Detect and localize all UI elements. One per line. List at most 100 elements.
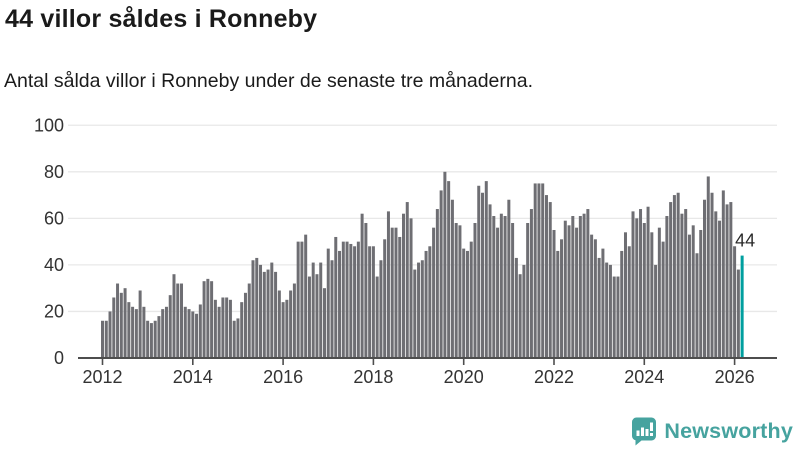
bar xyxy=(243,292,247,358)
bar xyxy=(439,190,443,358)
bar xyxy=(578,216,582,358)
bar xyxy=(710,192,714,358)
bar xyxy=(326,248,330,358)
bar xyxy=(379,260,383,359)
bar xyxy=(360,213,364,358)
bar xyxy=(345,241,349,359)
bar xyxy=(368,246,372,358)
bar xyxy=(665,216,669,358)
bar xyxy=(311,262,315,358)
bar xyxy=(499,213,503,358)
bar xyxy=(721,190,725,358)
bar xyxy=(187,309,191,358)
bar xyxy=(544,195,548,358)
bar xyxy=(623,232,627,358)
bar xyxy=(251,260,255,359)
bar xyxy=(202,281,206,358)
bar xyxy=(300,241,304,359)
bar xyxy=(334,236,338,358)
bar xyxy=(560,239,564,358)
bar xyxy=(699,229,703,358)
bar xyxy=(488,204,492,358)
bar xyxy=(409,218,413,358)
bar xyxy=(402,213,405,358)
bar xyxy=(522,264,526,358)
bar xyxy=(586,209,590,358)
bar xyxy=(428,246,432,358)
bar xyxy=(462,248,466,358)
y-tick-label: 80 xyxy=(44,162,64,182)
bar xyxy=(612,276,616,358)
y-tick-label: 100 xyxy=(34,115,64,135)
bar xyxy=(270,262,274,358)
bar xyxy=(507,199,511,358)
bar xyxy=(680,213,684,358)
bar xyxy=(548,202,552,358)
bar xyxy=(616,276,620,358)
bar xyxy=(296,241,300,359)
bar xyxy=(736,269,740,359)
bar xyxy=(228,299,232,358)
bar xyxy=(315,274,319,358)
bar xyxy=(458,225,462,358)
bar xyxy=(642,223,646,358)
bar xyxy=(394,227,398,358)
bar xyxy=(413,269,417,359)
bar xyxy=(672,195,676,358)
bar xyxy=(529,209,533,358)
bar xyxy=(153,320,157,358)
bar xyxy=(605,262,609,358)
bar xyxy=(492,216,496,358)
y-tick-label: 60 xyxy=(44,208,64,228)
bar xyxy=(247,283,251,358)
bar xyxy=(262,271,266,358)
bar xyxy=(398,236,402,358)
bar xyxy=(383,239,387,358)
bar xyxy=(364,223,368,358)
bar xyxy=(477,185,481,358)
x-tick-label: 2022 xyxy=(534,367,574,387)
bar xyxy=(240,302,244,358)
bar xyxy=(134,309,138,358)
bar xyxy=(164,306,168,359)
bar xyxy=(198,304,202,358)
bar xyxy=(277,290,281,358)
bar xyxy=(511,223,515,358)
bar xyxy=(541,183,545,358)
bar xyxy=(420,260,424,359)
bars xyxy=(101,171,744,359)
newsworthy-logo-icon xyxy=(631,417,657,446)
bar xyxy=(138,290,142,358)
bar xyxy=(119,292,123,358)
y-tick-label: 20 xyxy=(44,301,64,321)
bar xyxy=(131,306,135,359)
bar xyxy=(601,248,605,358)
y-tick-label: 0 xyxy=(54,348,64,368)
bar xyxy=(703,199,706,358)
bar xyxy=(285,299,289,358)
bar xyxy=(687,234,691,358)
bar xyxy=(353,246,357,358)
bar xyxy=(729,202,733,358)
bar xyxy=(650,232,654,358)
bar xyxy=(108,311,112,358)
bar xyxy=(518,274,522,358)
bar xyxy=(356,241,360,359)
chart-subtitle: Antal sålda villor i Ronneby under de se… xyxy=(4,70,533,92)
bar xyxy=(443,171,447,358)
bar xyxy=(571,216,575,358)
bar xyxy=(210,281,214,358)
bar xyxy=(639,209,643,358)
bar xyxy=(556,250,560,359)
bar xyxy=(661,241,665,359)
bar xyxy=(289,290,293,358)
bar xyxy=(213,299,217,358)
newsworthy-logo: Newsworthy xyxy=(631,417,793,446)
highlight-value-label: 44 xyxy=(735,231,755,251)
bar xyxy=(281,302,285,358)
bar xyxy=(157,316,161,359)
x-tick-label: 2012 xyxy=(82,367,122,387)
bar xyxy=(597,257,601,358)
bar xyxy=(646,206,650,358)
x-tick-label: 2014 xyxy=(173,367,213,387)
